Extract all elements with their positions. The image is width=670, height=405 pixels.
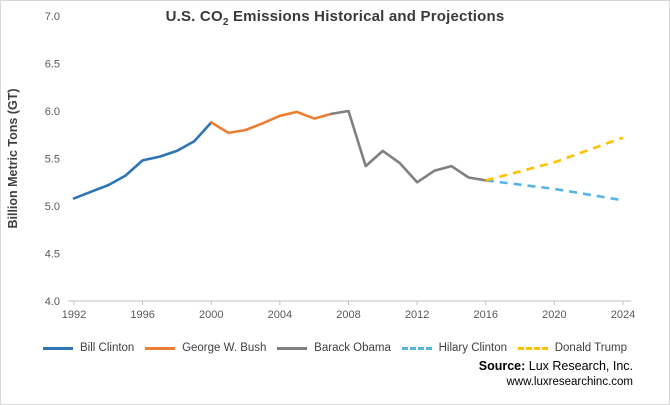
legend-label-george-w-bush: George W. Bush <box>182 342 267 354</box>
svg-text:1992: 1992 <box>62 309 86 321</box>
svg-text:4.0: 4.0 <box>45 296 60 308</box>
legend-swatch-donald-trump <box>517 346 548 350</box>
svg-text:6.0: 6.0 <box>45 106 60 118</box>
svg-text:2020: 2020 <box>542 309 566 321</box>
svg-text:2008: 2008 <box>336 309 360 321</box>
svg-text:2004: 2004 <box>268 309 292 321</box>
legend-item-donald-trump: Donald Trump <box>517 342 627 354</box>
svg-text:1996: 1996 <box>130 309 154 321</box>
legend-swatch-george-w-bush <box>145 346 176 350</box>
line-chart: 1992 1996 2000 2004 2008 2012 2016 2020 2024 4.0 4… <box>6 11 635 321</box>
legend-item-george-w-bush: George W. Bush <box>145 342 266 354</box>
legend-item-hilary-clinton: Hilary Clinton <box>401 342 507 354</box>
svg-text:2012: 2012 <box>405 309 429 321</box>
source-label: Source: <box>478 359 526 373</box>
title-subscript: 2 <box>222 17 229 28</box>
legend-item-bill-clinton: Bill Clinton <box>43 342 134 354</box>
legend-label-donald-trump: Donald Trump <box>554 342 627 354</box>
chart-legend: Bill Clinton George W. Bush Barack Obama Hi… <box>1 337 669 359</box>
legend-swatch-bill-clinton <box>43 346 73 350</box>
source-url: www.luxresearchinc.com <box>506 375 633 388</box>
svg-text:5.0: 5.0 <box>45 201 60 213</box>
svg-text:Billion Metric Tons (GT): Billion Metric Tons (GT) <box>6 88 20 228</box>
svg-text:4.5: 4.5 <box>45 249 60 261</box>
legend-label-bill-clinton: Bill Clinton <box>80 342 135 354</box>
title-suffix: Emissions Historical and Projections <box>228 8 505 25</box>
title-prefix: U.S. CO <box>165 8 223 25</box>
svg-text:2024: 2024 <box>611 309 635 321</box>
legend-label-hilary-clinton: Hilary Clinton <box>438 342 507 354</box>
source-note: Source: Lux Research, Inc. www.luxresear… <box>479 358 633 390</box>
legend-swatch-hilary-clinton <box>401 346 432 350</box>
legend-item-barack-obama: Barack Obama <box>277 342 391 354</box>
legend-label-barack-obama: Barack Obama <box>314 342 391 354</box>
svg-text:5.5: 5.5 <box>45 154 60 166</box>
svg-text:2016: 2016 <box>474 309 498 321</box>
svg-text:7.0: 7.0 <box>45 11 60 23</box>
svg-text:6.5: 6.5 <box>45 59 60 71</box>
legend-swatch-barack-obama <box>277 346 308 350</box>
source-line: Source: Lux Research, Inc. <box>479 358 633 375</box>
source-org: Lux Research, Inc. <box>528 359 633 373</box>
svg-text:2000: 2000 <box>199 309 223 321</box>
chart-title: U.S. CO2 Emissions Historical and Projec… <box>1 8 669 28</box>
